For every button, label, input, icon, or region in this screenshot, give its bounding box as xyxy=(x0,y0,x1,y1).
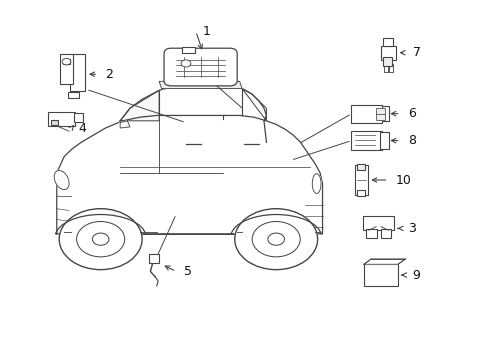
Bar xyxy=(363,264,397,286)
Text: 4: 4 xyxy=(79,122,86,135)
Text: 2: 2 xyxy=(105,68,113,81)
Bar xyxy=(355,165,367,195)
Bar xyxy=(382,57,391,66)
Bar xyxy=(182,47,194,53)
Circle shape xyxy=(92,233,109,245)
Bar xyxy=(48,112,75,126)
Polygon shape xyxy=(242,89,266,121)
Bar xyxy=(63,59,70,64)
Bar xyxy=(74,113,83,122)
Bar xyxy=(70,54,85,91)
Polygon shape xyxy=(120,90,159,121)
Bar xyxy=(61,54,73,84)
Text: 8: 8 xyxy=(407,134,415,147)
Polygon shape xyxy=(159,81,242,89)
Text: 7: 7 xyxy=(412,46,420,59)
Bar xyxy=(51,120,58,125)
Bar xyxy=(365,229,376,238)
Polygon shape xyxy=(363,259,405,264)
Bar xyxy=(357,190,364,196)
Ellipse shape xyxy=(312,174,321,193)
Circle shape xyxy=(267,233,284,245)
Bar xyxy=(379,132,388,149)
Bar xyxy=(350,131,382,150)
Bar xyxy=(381,107,388,121)
Text: 9: 9 xyxy=(412,269,420,282)
Bar xyxy=(149,255,159,264)
Bar xyxy=(376,113,385,120)
Polygon shape xyxy=(120,81,266,121)
Bar xyxy=(388,64,392,72)
Bar xyxy=(350,105,382,123)
Bar xyxy=(383,64,387,72)
Text: 10: 10 xyxy=(395,174,411,186)
Circle shape xyxy=(181,60,190,67)
Bar xyxy=(380,45,395,60)
Bar xyxy=(376,108,385,114)
Text: 5: 5 xyxy=(183,265,191,278)
FancyBboxPatch shape xyxy=(163,48,237,86)
Ellipse shape xyxy=(54,170,69,190)
Circle shape xyxy=(234,209,317,270)
Circle shape xyxy=(59,209,142,270)
Polygon shape xyxy=(57,116,322,234)
Bar xyxy=(356,164,365,170)
Text: 1: 1 xyxy=(203,25,210,38)
Text: 6: 6 xyxy=(407,107,415,120)
Bar xyxy=(383,39,392,45)
Polygon shape xyxy=(120,121,130,128)
Circle shape xyxy=(62,58,71,65)
Bar xyxy=(68,92,79,98)
Text: 3: 3 xyxy=(407,222,415,235)
Bar xyxy=(362,216,394,230)
Bar xyxy=(380,229,390,238)
